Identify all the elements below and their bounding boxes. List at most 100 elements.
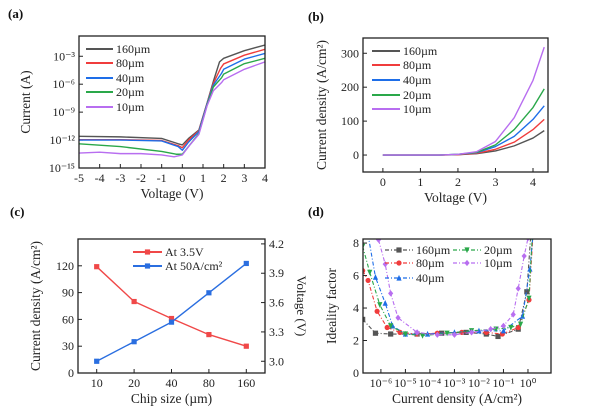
y2-axis-label: Voltage (V) <box>294 276 309 337</box>
data-point <box>397 329 403 335</box>
data-point <box>500 327 507 334</box>
panel-label-d: (d) <box>308 204 324 219</box>
data-point <box>527 265 533 272</box>
y-tick-label: 120 <box>56 259 74 273</box>
legend-marker <box>144 249 151 255</box>
data-point <box>526 295 532 302</box>
y-tick-label: 10⁻¹² <box>49 133 75 147</box>
data-point <box>94 264 100 270</box>
data-point <box>402 331 409 338</box>
data-point <box>524 289 530 295</box>
x-tick-label: 10⁻⁶ <box>370 376 393 390</box>
data-point <box>508 324 514 331</box>
data-point <box>414 329 420 336</box>
y-tick-label: 8 <box>353 236 359 250</box>
data-point <box>488 326 494 333</box>
y-tick-label: 30 <box>62 339 74 353</box>
x-tick-label: -3 <box>115 171 125 185</box>
y-tick-label: 6 <box>353 269 359 283</box>
data-point <box>131 339 137 345</box>
x-tick-label: 4 <box>530 175 536 189</box>
data-point <box>526 239 530 242</box>
series-line-160µm <box>79 44 265 146</box>
y-tick-label: 10⁻³ <box>53 49 75 63</box>
x-tick-label: 10⁰ <box>520 376 537 390</box>
series-line-160µm <box>382 130 545 156</box>
data-point <box>369 232 374 238</box>
y-tick-label: 100 <box>341 114 359 128</box>
y-tick-label: 4 <box>353 301 359 315</box>
panel-label-c: (c) <box>10 204 25 219</box>
chart-d: 10⁻⁶ 10⁻⁵ 10⁻⁴ 10⁻³ 10⁻² 10⁻¹ 10⁰ 0 2 4 6 8 Current … <box>324 232 552 406</box>
chart-c: 10 20 40 80 160 0 30 60 90 120 3.0 3.3 3.6 3.9 4.2 Volt… <box>28 237 309 406</box>
legend-marker <box>144 263 151 269</box>
data-point <box>365 232 370 238</box>
data-point <box>374 308 380 314</box>
legend-label: At 50A/cm² <box>165 259 223 273</box>
data-point <box>500 322 507 329</box>
data-point <box>495 333 501 340</box>
y-axis-label: Ideality factor <box>324 267 339 344</box>
data-point <box>382 300 388 306</box>
legend-marker <box>396 260 402 266</box>
x-tick-label: 40 <box>166 376 178 390</box>
chart-b: 0 1 2 3 4 0 100 200 300 Voltage (V) Current densit… <box>314 37 549 205</box>
x-tick-label: 160 <box>237 376 255 390</box>
y2-tick-label: 3.6 <box>269 296 284 310</box>
x-tick-label: 1 <box>417 175 423 189</box>
y2-tick-label: 4.2 <box>269 237 284 251</box>
data-point <box>131 298 137 305</box>
plot-area <box>79 44 265 158</box>
series-line-80µm <box>382 118 545 156</box>
y-tick-label: 10⁻¹⁵ <box>49 161 75 175</box>
x-tick-label: 1 <box>200 171 206 185</box>
x-tick-label: -2 <box>136 171 146 185</box>
x-tick-label: 10⁻³ <box>443 376 465 390</box>
y2-tick-label: 3.3 <box>269 325 284 339</box>
x-tick-label: 10⁻⁴ <box>419 376 442 390</box>
plot-frame <box>77 238 266 374</box>
y-axis-label: Current (A) <box>18 70 33 133</box>
x-tick-label: 2 <box>221 171 227 185</box>
legend-marker <box>396 274 402 281</box>
data-point <box>395 314 401 321</box>
data-point <box>419 333 426 339</box>
data-point <box>521 252 527 260</box>
x-tick-label: 2 <box>455 175 461 189</box>
y-tick-label: 0 <box>68 366 74 380</box>
data-point <box>519 313 526 319</box>
legend-label: 40µm <box>116 71 145 85</box>
data-point <box>530 232 535 237</box>
x-tick-label: -5 <box>74 171 84 185</box>
x-axis-label: Current density (A/cm²) <box>392 391 522 406</box>
data-point <box>206 290 212 296</box>
y-axis-label: Current density (A/cm²) <box>28 241 43 371</box>
data-point <box>528 232 533 237</box>
panel-label-b: (b) <box>308 9 324 24</box>
series-line-10µm <box>79 61 265 158</box>
x-tick-label: 10⁻² <box>468 376 490 390</box>
series-line-80µm <box>79 48 265 149</box>
plot-area <box>94 260 249 364</box>
x-tick-label: 0 <box>179 171 185 185</box>
data-point <box>365 277 371 284</box>
legend-label: 10µm <box>484 256 513 270</box>
legend-label: 40µm <box>403 73 432 87</box>
data-point <box>363 316 366 322</box>
y-tick-label: 90 <box>62 286 74 300</box>
legend-label: 80µm <box>416 256 445 270</box>
series-line-40µm <box>368 239 534 335</box>
legend-label: 40µm <box>416 271 445 285</box>
legend-label: 20µm <box>484 243 513 257</box>
data-point <box>168 319 175 325</box>
plot-frame <box>78 35 266 169</box>
data-point <box>168 315 175 322</box>
data-point <box>530 232 535 238</box>
data-point <box>382 261 388 268</box>
legend-label: 20µm <box>116 85 145 99</box>
data-point <box>434 331 440 338</box>
y-axis-label: Current density (A/cm²) <box>314 40 329 170</box>
panel-label-a: (a) <box>8 6 24 21</box>
data-point <box>375 239 382 243</box>
x-tick-label: 10⁻¹ <box>492 376 514 390</box>
